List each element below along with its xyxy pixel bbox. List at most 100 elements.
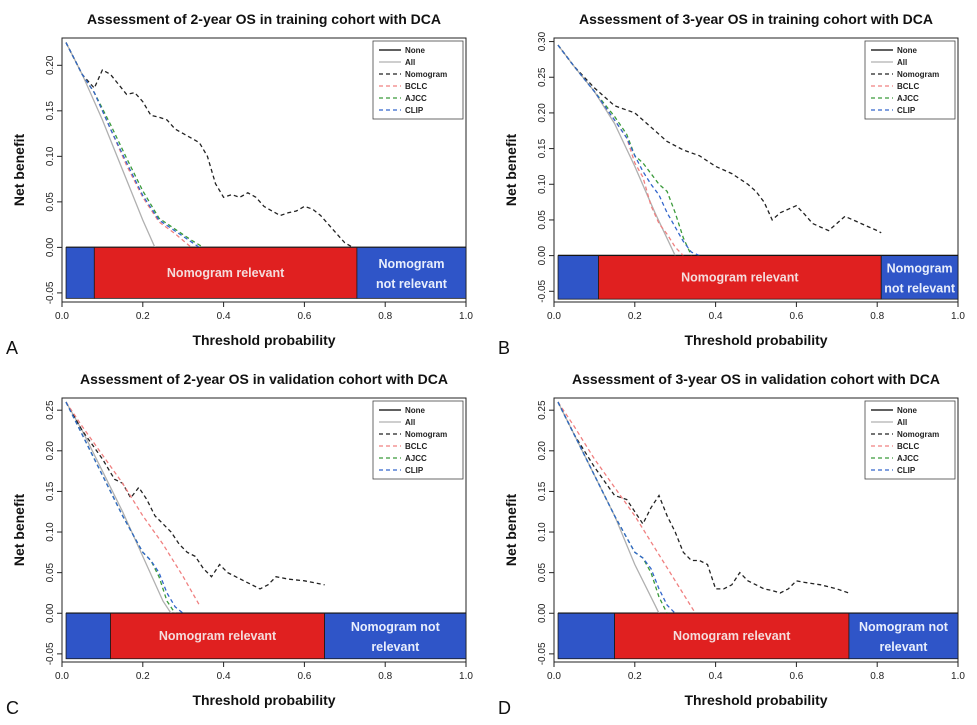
x-tick-label: 0.6	[789, 671, 803, 682]
legend-label: CLIP	[405, 106, 424, 115]
relevance-region-0	[65, 612, 111, 660]
x-axis-label: Threshold probability	[192, 692, 335, 708]
relevant-label: Nomogram relevant	[673, 629, 791, 643]
y-tick-label: 0.25	[537, 67, 548, 87]
x-tick-label: 0.4	[709, 311, 723, 322]
x-tick-label: 1.0	[951, 311, 965, 322]
x-tick-label: 0.2	[136, 671, 150, 682]
y-tick-label: 0.00	[45, 237, 56, 257]
x-tick-label: 0.8	[378, 311, 392, 322]
legend-label: All	[405, 418, 415, 427]
legend-label: BCLC	[897, 442, 919, 451]
legend-label: All	[897, 418, 907, 427]
relevant-label: Nomogram relevant	[681, 270, 799, 284]
y-tick-label: 0.10	[45, 146, 56, 166]
y-tick-label: 0.00	[537, 245, 548, 265]
plot-frame	[61, 397, 467, 663]
legend-label: CLIP	[897, 106, 916, 115]
not-relevant-label: Nomogram not	[351, 620, 441, 634]
y-tick-label: 0.20	[537, 441, 548, 461]
legend-label: None	[405, 46, 426, 55]
y-tick-label: -0.05	[45, 642, 56, 665]
y-tick-label: -0.05	[537, 279, 548, 302]
y-tick-label: 0.05	[537, 562, 548, 582]
y-tick-label: 0.25	[537, 400, 548, 420]
y-tick-label: 0.15	[537, 481, 548, 501]
plot-frame	[61, 37, 467, 303]
legend-label: None	[897, 46, 918, 55]
legend-label: CLIP	[897, 466, 916, 475]
legend-label: AJCC	[897, 454, 919, 463]
y-tick-label: -0.05	[45, 281, 56, 304]
x-tick-label: 1.0	[951, 671, 965, 682]
x-tick-label: 0.0	[55, 311, 69, 322]
not-relevant-label: not relevant	[376, 277, 448, 291]
x-tick-label: 1.0	[459, 671, 473, 682]
series-line-clip	[557, 44, 700, 257]
x-tick-label: 1.0	[459, 311, 473, 322]
panel-label: A	[6, 338, 18, 358]
legend-label: Nomogram	[405, 430, 447, 439]
relevance-region-1	[93, 246, 358, 299]
series-line-all	[557, 44, 676, 256]
legend-label: BCLC	[897, 82, 919, 91]
relevant-label: Nomogram relevant	[159, 629, 277, 643]
panel-b: Assessment of 3-year OS in training coho…	[492, 0, 977, 365]
y-tick-label: 0.20	[45, 441, 56, 461]
relevance-region-0	[557, 255, 599, 300]
x-tick-label: 0.6	[297, 671, 311, 682]
legend-box	[864, 40, 956, 120]
panel-label: C	[6, 698, 19, 718]
y-axis-label: Net benefit	[503, 493, 519, 566]
x-tick-label: 0.0	[547, 671, 561, 682]
x-tick-label: 0.8	[378, 671, 392, 682]
y-tick-label: 0.15	[537, 138, 548, 158]
legend-label: BCLC	[405, 442, 427, 451]
series-line-all	[65, 401, 172, 614]
chart-title: Assessment of 3-year OS in validation co…	[572, 371, 940, 387]
panel-label: B	[498, 338, 510, 358]
relevance-region-2	[880, 255, 959, 300]
relevance-region-1	[614, 612, 850, 660]
legend-label: All	[405, 58, 415, 67]
y-tick-label: 0.10	[537, 174, 548, 194]
x-tick-label: 0.2	[628, 311, 642, 322]
legend-label: All	[897, 58, 907, 67]
chart-svg: Assessment of 3-year OS in validation co…	[498, 371, 965, 718]
y-tick-label: 0.20	[537, 103, 548, 123]
x-tick-label: 0.4	[217, 311, 231, 322]
relevance-region-1	[598, 255, 882, 300]
y-tick-label: 0.05	[537, 210, 548, 230]
legend-box	[372, 400, 464, 480]
chart-svg: Assessment of 2-year OS in training coho…	[6, 11, 473, 358]
series-line-bclc	[65, 42, 192, 248]
y-axis-label: Net benefit	[11, 133, 27, 206]
y-tick-label: 0.25	[45, 400, 56, 420]
legend-label: AJCC	[897, 94, 919, 103]
series-line-nomogram	[557, 44, 882, 234]
x-tick-label: 0.6	[297, 311, 311, 322]
y-tick-label: 0.15	[45, 481, 56, 501]
x-tick-label: 0.8	[870, 311, 884, 322]
chart-title: Assessment of 2-year OS in training coho…	[87, 11, 441, 27]
x-tick-label: 0.6	[789, 311, 803, 322]
relevant-label: Nomogram relevant	[167, 266, 285, 280]
chart-svg: Assessment of 3-year OS in training coho…	[498, 11, 965, 358]
series-line-bclc	[557, 401, 696, 614]
panel-label: D	[498, 698, 511, 718]
not-relevant-label: not relevant	[884, 281, 956, 295]
plot-frame	[553, 37, 959, 303]
y-tick-label: 0.00	[45, 603, 56, 623]
panel-a: Assessment of 2-year OS in training coho…	[0, 0, 485, 365]
series-line-clip	[65, 401, 184, 614]
y-tick-label: 0.05	[45, 562, 56, 582]
panel-d: Assessment of 3-year OS in validation co…	[492, 360, 977, 725]
relevance-region-1	[110, 612, 325, 660]
legend-box	[372, 40, 464, 120]
legend-label: AJCC	[405, 454, 427, 463]
plot-frame	[553, 397, 959, 663]
relevance-region-2	[848, 612, 959, 660]
x-tick-label: 0.4	[709, 671, 723, 682]
series-line-nomogram	[557, 401, 850, 594]
not-relevant-label: relevant	[371, 640, 420, 654]
